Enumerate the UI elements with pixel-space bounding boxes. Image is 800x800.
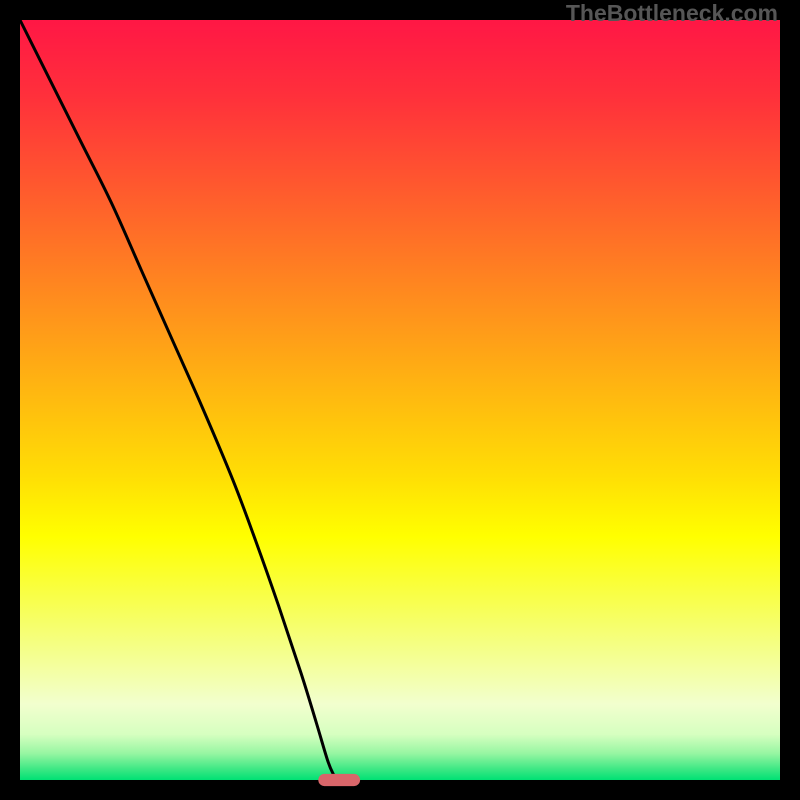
watermark-text: TheBottleneck.com [566, 0, 778, 27]
chart-stage: TheBottleneck.com [0, 0, 800, 800]
chart-svg [0, 0, 800, 800]
minimum-marker [318, 774, 360, 786]
plot-background-gradient [20, 20, 780, 780]
